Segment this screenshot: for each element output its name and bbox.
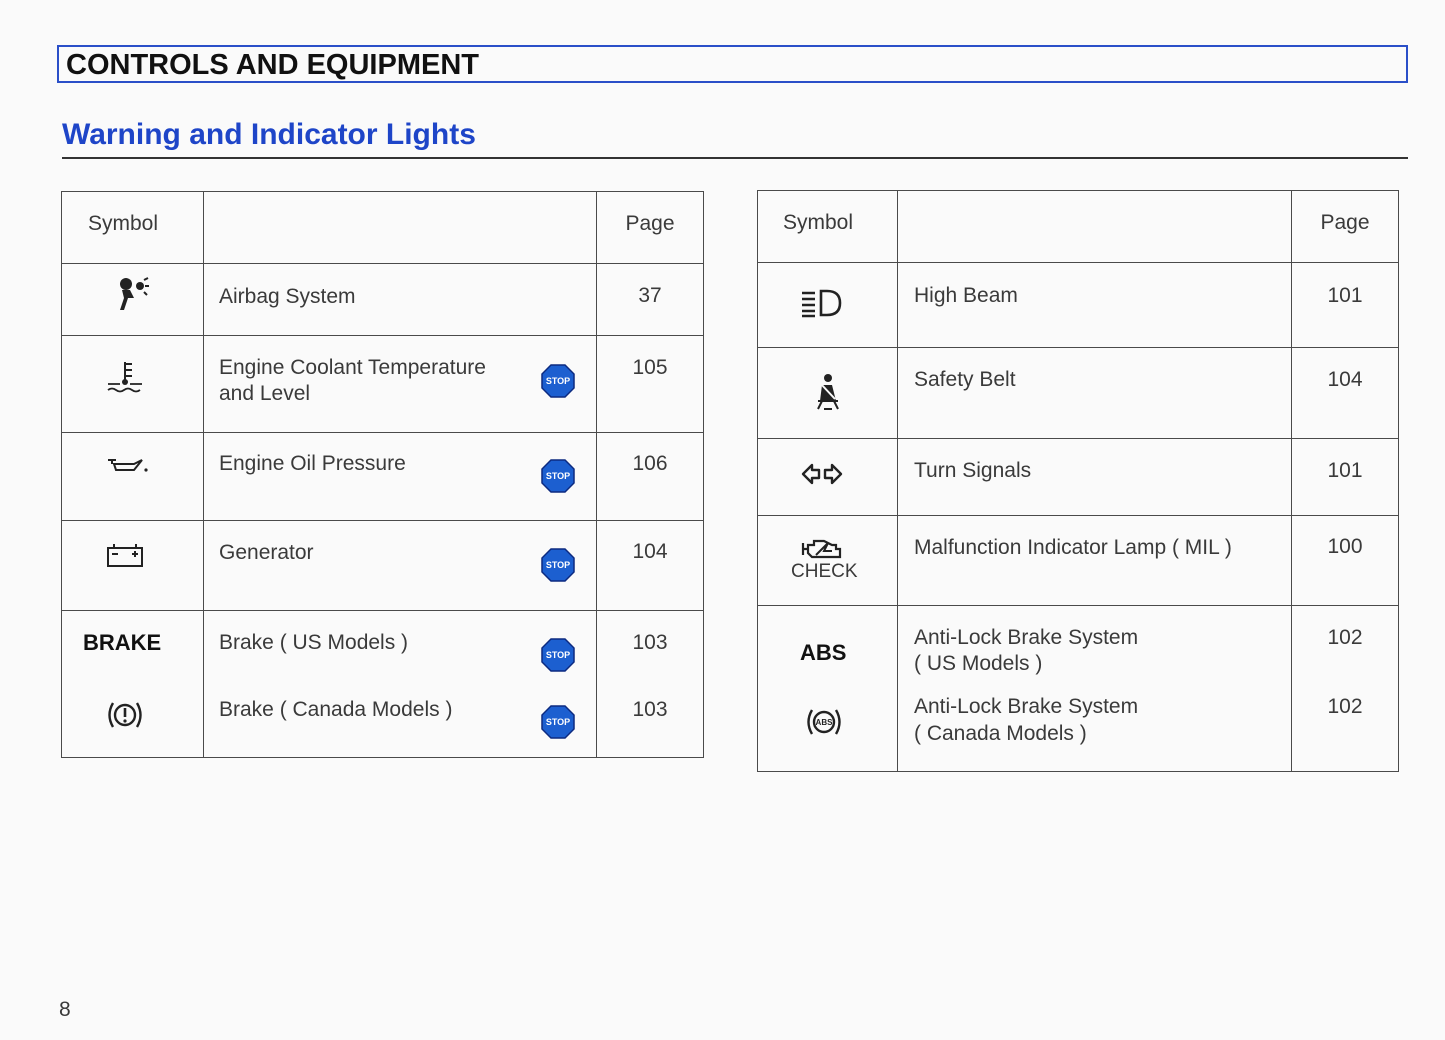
oil-icon xyxy=(108,459,148,472)
cell xyxy=(203,191,597,264)
description: Generator xyxy=(219,541,314,564)
column-header: Page xyxy=(1320,211,1370,234)
description: Engine Oil Pressure xyxy=(219,452,406,475)
column-header: Symbol xyxy=(88,212,159,235)
battery-icon xyxy=(107,544,143,567)
stop-label: STOP xyxy=(546,560,570,570)
airbag-icon xyxy=(120,277,149,310)
cell xyxy=(897,347,1292,439)
column-header: Page xyxy=(625,212,675,235)
symbol-text: CHECK xyxy=(791,561,858,582)
cell xyxy=(897,190,1292,263)
description: Brake ( Canada Models ) xyxy=(219,698,453,721)
page-ref: 103 xyxy=(632,631,668,654)
cell xyxy=(61,432,204,521)
stop-label: STOP xyxy=(546,717,570,727)
description: Safety Belt xyxy=(914,368,1016,391)
section-title: CONTROLS AND EQUIPMENT xyxy=(66,49,479,81)
description: and Level xyxy=(219,382,311,405)
stop-icon: STOP xyxy=(541,364,575,398)
column-header: Symbol xyxy=(783,211,854,234)
page-ref: 100 xyxy=(1327,535,1363,558)
description: Engine Coolant Temperature xyxy=(219,356,486,379)
page-ref: 104 xyxy=(1327,368,1363,391)
description: ( Canada Models ) xyxy=(914,722,1087,745)
stop-label: STOP xyxy=(546,471,570,481)
stop-icon: STOP xyxy=(541,638,575,672)
brake-icon xyxy=(108,702,142,728)
page-ref: 103 xyxy=(632,698,668,721)
cell xyxy=(1291,347,1399,439)
stop-icon: STOP xyxy=(541,548,575,582)
page-ref: 104 xyxy=(632,540,668,563)
symbol-text: ABS xyxy=(800,640,847,665)
cell xyxy=(1291,605,1399,772)
abs-icon: ABS xyxy=(807,709,841,735)
coolant-icon xyxy=(107,362,142,393)
turn-signal-icon xyxy=(801,463,843,485)
stop-icon: STOP xyxy=(541,459,575,493)
stop-icon: STOP xyxy=(541,705,575,739)
description: Turn Signals xyxy=(914,459,1032,482)
page-ref: 101 xyxy=(1327,459,1363,482)
description: ( US Models ) xyxy=(914,652,1043,675)
page-ref: 102 xyxy=(1327,695,1363,718)
symbol-text: BRAKE xyxy=(83,630,162,655)
cell xyxy=(596,520,704,611)
cell xyxy=(596,610,704,758)
description: Brake ( US Models ) xyxy=(219,631,409,654)
cell xyxy=(596,335,704,433)
title-rule xyxy=(62,157,1408,159)
cell xyxy=(1291,515,1399,606)
page-number: 8 xyxy=(59,998,71,1021)
page-ref: 105 xyxy=(632,356,668,379)
stop-label: STOP xyxy=(546,650,570,660)
high-beam-icon xyxy=(802,289,842,318)
page-ref: 37 xyxy=(638,284,662,307)
page-title: Warning and Indicator Lights xyxy=(62,118,476,151)
engine-icon xyxy=(801,539,842,559)
description: Malfunction Indicator Lamp ( MIL ) xyxy=(914,536,1232,559)
page-ref: 106 xyxy=(632,452,668,475)
description: Airbag System xyxy=(219,285,356,308)
seat-belt-icon xyxy=(817,374,839,410)
page-ref: 101 xyxy=(1327,284,1363,307)
page-ref: 102 xyxy=(1327,626,1363,649)
abs-badge-label: ABS xyxy=(816,718,834,727)
section-header: CONTROLS AND EQUIPMENT xyxy=(57,45,1408,83)
cell xyxy=(757,605,898,772)
description: Anti-Lock Brake System xyxy=(914,695,1139,718)
description: High Beam xyxy=(914,284,1018,307)
description: Anti-Lock Brake System xyxy=(914,626,1139,649)
stop-label: STOP xyxy=(546,376,570,386)
